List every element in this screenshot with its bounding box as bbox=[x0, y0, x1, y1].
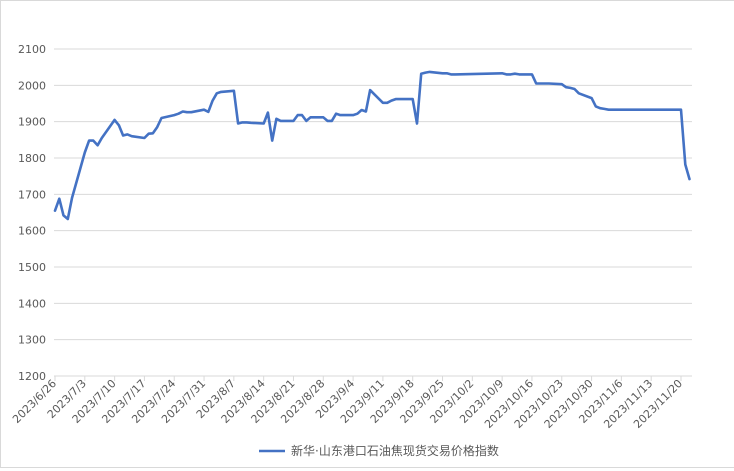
y-tick-label: 1200 bbox=[18, 370, 46, 383]
y-tick-label: 2000 bbox=[18, 79, 46, 92]
series-lines bbox=[53, 70, 691, 221]
legend: 新华·山东港口石油焦现货交易价格指数 bbox=[259, 443, 499, 458]
y-axis-tick-labels: 1200 1300 1400 1500 1600 1700 1800 1900 2000 2100 bbox=[18, 43, 46, 383]
legend-label: 新华·山东港口石油焦现货交易价格指数 bbox=[291, 443, 499, 458]
series-line bbox=[53, 70, 691, 221]
y-tick-label: 1700 bbox=[18, 188, 46, 201]
y-tick-label: 1300 bbox=[18, 334, 46, 347]
x-axis-tick-labels: 2023/6/262023/7/32023/7/102023/7/172023/… bbox=[10, 377, 685, 431]
y-tick-label: 1900 bbox=[18, 116, 46, 129]
y-tick-label: 2100 bbox=[18, 43, 46, 56]
x-axis bbox=[54, 375, 692, 381]
y-tick-label: 1400 bbox=[18, 297, 46, 310]
y-tick-label: 1500 bbox=[18, 261, 46, 274]
y-tick-label: 1800 bbox=[18, 152, 46, 165]
y-tick-label: 1600 bbox=[18, 225, 46, 238]
